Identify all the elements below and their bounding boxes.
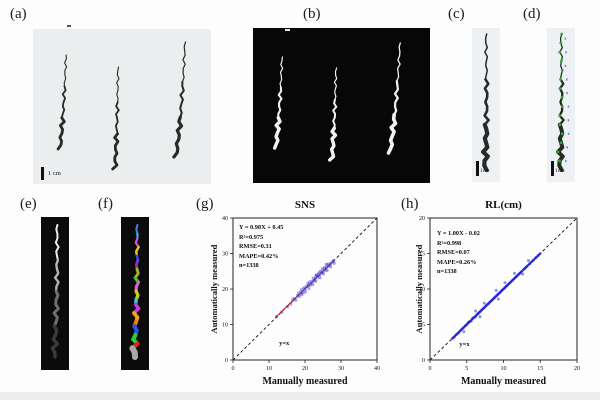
svg-text:30: 30 <box>338 366 344 372</box>
svg-text:0: 0 <box>429 366 432 372</box>
stat-n: n=1338 <box>437 268 457 276</box>
stat-r2: R²=0.975 <box>239 233 264 241</box>
stats-block-sns: Y = 0.98X + 0.45 R²=0.975 RMSE=0.31 MAPE… <box>239 223 283 271</box>
svg-text:40: 40 <box>374 366 380 372</box>
stats-block-rl: Y = 1.00X - 0.02 R²=0.998 RMSE=0.07 MAPE… <box>437 229 480 277</box>
panel-g: 0 10 20 30 40 0 10 20 30 40 y=x (g) SNS Automatica… <box>196 193 398 398</box>
stat-rmse: RMSE=0.31 <box>239 243 272 251</box>
stat-mape: MAPE=0.42% <box>239 252 279 260</box>
chart-title-sns: SNS <box>294 199 316 211</box>
scatter-plot-sns: 0 10 20 30 40 0 10 20 30 40 y=x <box>222 216 380 372</box>
annotated-root-image <box>547 28 575 182</box>
panel-h: 0 5 10 15 20 0 5 10 15 20 y=x (h) RL(cm) Automatic… <box>398 193 600 398</box>
panel-label-g: (g) <box>196 196 214 212</box>
svg-text:20: 20 <box>302 366 308 372</box>
scale-bar <box>41 167 44 180</box>
svg-text:5: 5 <box>422 323 425 329</box>
panel-label-d: (d) <box>523 6 541 22</box>
segmented-root-image <box>121 217 149 370</box>
panel-a: (a) 1 cm <box>8 4 212 192</box>
panel-label-e: (e) <box>20 196 37 212</box>
scale-bar-label: 1cm <box>480 168 490 174</box>
stat-equation: Y = 1.00X - 0.02 <box>437 230 480 237</box>
scale-bar-label: 1 cm <box>48 170 61 177</box>
panel-d: (d) 1cm <box>519 4 579 192</box>
svg-text:20: 20 <box>574 366 580 372</box>
stat-mape: MAPE=0.26% <box>437 258 477 266</box>
svg-text:10: 10 <box>222 323 228 329</box>
stat-r2: R²=0.998 <box>437 239 462 247</box>
svg-text:15: 15 <box>419 252 425 258</box>
y-axis-label: Automatically measured <box>209 244 219 334</box>
svg-text:20: 20 <box>222 287 228 293</box>
binary-mask-image <box>253 28 430 183</box>
scale-bar <box>476 161 479 176</box>
bottom-strip <box>0 392 600 400</box>
panel-label-h: (h) <box>401 196 419 212</box>
scan-speck <box>67 25 71 27</box>
scale-bar-label: 1cm <box>555 168 565 174</box>
stat-equation: Y = 0.98X + 0.45 <box>239 224 284 231</box>
mask-speck <box>285 29 290 31</box>
svg-text:y=x: y=x <box>279 340 290 347</box>
grayscale-root-image <box>41 217 69 370</box>
svg-text:0: 0 <box>422 358 425 364</box>
y-axis-label: Automatically measured <box>414 244 424 334</box>
svg-text:0: 0 <box>225 358 228 364</box>
svg-text:10: 10 <box>501 366 507 372</box>
panel-c: (c) 1cm <box>444 4 502 192</box>
root-scan-image <box>33 29 211 184</box>
panel-label-f: (f) <box>98 196 113 212</box>
stat-n: n=1338 <box>239 262 259 270</box>
panel-label-a: (a) <box>10 6 27 22</box>
panel-label-c: (c) <box>448 6 465 22</box>
x-axis-label: Manually measured <box>262 376 348 387</box>
svg-text:5: 5 <box>465 366 468 372</box>
scale-bar <box>551 161 554 176</box>
svg-text:y=x: y=x <box>459 341 470 348</box>
stat-rmse: RMSE=0.07 <box>437 249 470 257</box>
scatter-plot-rl: 0 5 10 15 20 0 5 10 15 20 y=x <box>419 216 580 372</box>
svg-text:15: 15 <box>537 366 543 372</box>
panel-b: (b) <box>248 4 432 192</box>
panel-e: (e) <box>18 193 78 378</box>
svg-text:40: 40 <box>222 216 228 222</box>
panel-f: (f) <box>96 193 156 378</box>
svg-text:10: 10 <box>266 366 272 372</box>
single-root-image <box>472 28 500 182</box>
svg-text:10: 10 <box>419 287 425 293</box>
x-axis-label: Manually measured <box>460 376 547 387</box>
svg-text:20: 20 <box>419 216 425 222</box>
svg-text:30: 30 <box>222 252 228 258</box>
svg-text:0: 0 <box>232 366 235 372</box>
chart-title-rl: RL(cm) <box>485 199 522 211</box>
panel-label-b: (b) <box>303 6 321 22</box>
